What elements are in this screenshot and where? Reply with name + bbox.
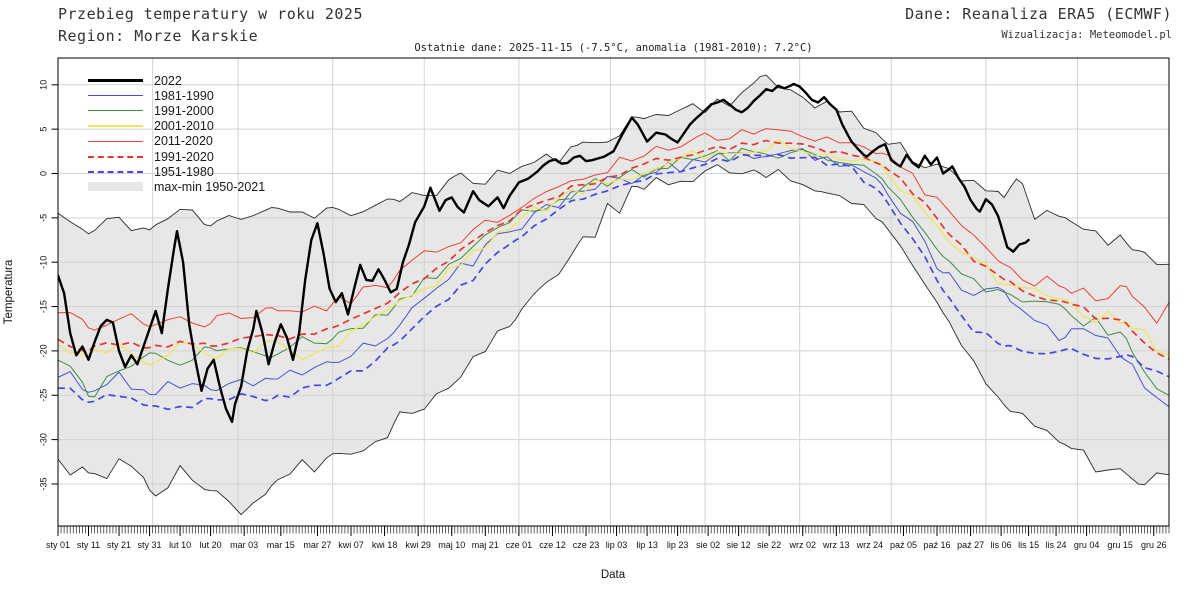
x-tick-label: lis 06 xyxy=(991,540,1012,550)
x-tick-label: lis 15 xyxy=(1018,540,1039,550)
x-tick-label: maj 10 xyxy=(438,540,465,550)
y-tick-label: -5 xyxy=(38,214,48,222)
x-tick-label: kwi 18 xyxy=(372,540,398,550)
x-tick-label: wrz 24 xyxy=(856,540,884,550)
legend-label: 1981-1990 xyxy=(154,88,214,103)
x-tick-label: lip 03 xyxy=(606,540,628,550)
x-tick-label: sie 02 xyxy=(696,540,720,550)
legend-label: 2022 xyxy=(154,73,182,88)
x-axis-label: Data xyxy=(601,569,626,581)
x-tick-label: paź 16 xyxy=(924,540,951,550)
data-source: Dane: Reanaliza ERA5 (ECMWF) xyxy=(905,5,1172,23)
x-tick-label: wrz 13 xyxy=(822,540,850,550)
y-tick-label: -25 xyxy=(38,389,48,402)
legend-label: 1991-2020 xyxy=(154,149,214,164)
envelope-max-line xyxy=(58,74,1169,265)
x-tick-label: cze 12 xyxy=(539,540,566,550)
x-tick-label: cze 23 xyxy=(573,540,600,550)
x-tick-label: wrz 02 xyxy=(788,540,816,550)
visualization-credit: Wizualizacja: Meteomodel.pl xyxy=(1001,29,1172,41)
legend-line-swatch xyxy=(88,155,143,158)
x-axis-ticks: sty 01 sty 11 sty 21 sty 31 lut 10 lut 20 mar … xyxy=(46,526,1170,550)
legend-item: 2022 xyxy=(88,73,265,88)
legend-line-swatch xyxy=(88,125,143,128)
y-tick-label: -15 xyxy=(38,300,48,313)
plot-frame xyxy=(57,57,1170,527)
y-tick-label: -10 xyxy=(38,256,48,269)
legend-line-swatch xyxy=(88,79,143,83)
x-tick-label: lip 23 xyxy=(667,540,689,550)
x-tick-label: sty 01 xyxy=(46,540,70,550)
y-tick-label: 0 xyxy=(38,171,48,176)
legend-line-swatch xyxy=(88,110,143,112)
y-tick-label: -30 xyxy=(38,433,48,446)
chart-region: Region: Morze Karskie xyxy=(58,27,259,45)
x-tick-label: lut 20 xyxy=(200,540,222,550)
chart-title: Przebieg temperatury w roku 2025 xyxy=(58,5,363,23)
y-axis-ticks: 10 5 0 -5 -10 -15 -20 -25 -30 -35 xyxy=(38,80,58,490)
x-tick-label: gru 15 xyxy=(1107,540,1133,550)
last-data-note: Ostatnie dane: 2025-11-15 (-7.5°C, anoma… xyxy=(414,42,813,54)
x-tick-label: lip 13 xyxy=(636,540,658,550)
legend-label: max-min 1950-2021 xyxy=(154,179,266,194)
x-tick-label: gru 04 xyxy=(1074,540,1100,550)
legend-item: 1991-2000 xyxy=(88,103,265,118)
series-line-2011-2020 xyxy=(58,128,1169,331)
series-line-1951-1980 xyxy=(58,153,1169,411)
legend-label: 1951-1980 xyxy=(154,164,214,179)
y-tick-label: 5 xyxy=(38,127,48,132)
x-tick-label: kwi 29 xyxy=(405,540,431,550)
legend-item: 2001-2010 xyxy=(88,119,265,134)
legend-item: 1991-2020 xyxy=(88,149,265,164)
legend-item: 1981-1990 xyxy=(88,88,265,103)
envelope-min-line xyxy=(58,164,1169,516)
x-tick-label: sty 31 xyxy=(138,540,162,550)
current-year-line xyxy=(58,82,1030,424)
legend-label: 2011-2020 xyxy=(154,134,213,149)
legend-line-swatch xyxy=(88,170,143,173)
x-tick-label: kwi 07 xyxy=(338,540,364,550)
x-tick-label: sty 11 xyxy=(77,540,100,550)
x-tick-label: maj 21 xyxy=(472,540,499,550)
legend-line-swatch xyxy=(88,140,143,142)
x-tick-label: mar 15 xyxy=(267,540,295,550)
x-tick-label: mar 27 xyxy=(303,540,331,550)
legend-label: 2001-2010 xyxy=(154,119,214,134)
y-tick-label: 10 xyxy=(38,80,48,90)
y-tick-label: -35 xyxy=(38,477,48,490)
main-series-path xyxy=(58,82,1030,424)
x-tick-label: cze 01 xyxy=(506,540,533,550)
axis-frame xyxy=(57,57,1170,527)
legend: 2022 1981-1990 1991-2000 2001-2010 2011-2020… xyxy=(88,73,265,195)
x-tick-label: lis 24 xyxy=(1046,540,1067,550)
envelope-outlines xyxy=(58,74,1169,516)
gridlines xyxy=(58,58,1169,526)
x-tick-label: lut 10 xyxy=(169,540,191,550)
x-tick-label: gru 26 xyxy=(1141,540,1167,550)
y-axis-label: Temperatura xyxy=(3,259,15,324)
x-tick-label: paź 27 xyxy=(957,540,984,550)
legend-band-swatch xyxy=(88,182,143,192)
legend-item: max-min 1950-2021 xyxy=(88,179,265,194)
x-tick-label: sty 21 xyxy=(107,540,131,550)
legend-line-swatch xyxy=(88,95,143,97)
series-line-1991-2020 xyxy=(58,139,1169,360)
x-tick-label: sie 22 xyxy=(757,540,781,550)
series-line-2001-2010 xyxy=(58,139,1169,366)
x-tick-label: mar 03 xyxy=(230,540,258,550)
legend-label: 1991-2000 xyxy=(154,103,214,118)
x-tick-label: paź 05 xyxy=(890,540,917,550)
x-tick-label: sie 12 xyxy=(727,540,751,550)
y-tick-label: -20 xyxy=(38,344,48,357)
legend-item: 1951-1980 xyxy=(88,164,265,179)
legend-item: 2011-2020 xyxy=(88,134,265,149)
